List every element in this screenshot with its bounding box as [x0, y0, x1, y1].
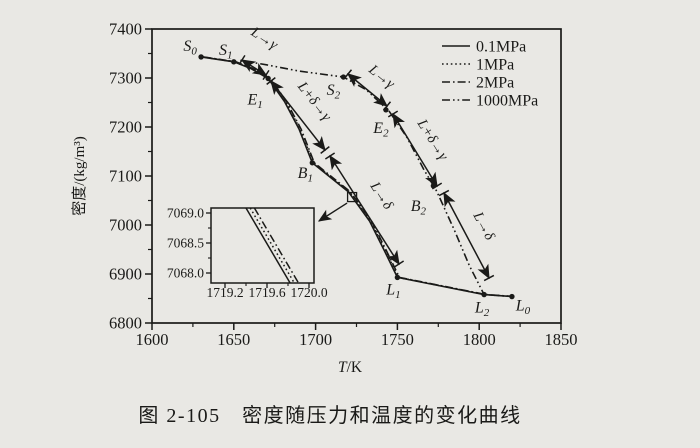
point-label-S0: S0 [183, 38, 197, 58]
transition-label: L→γ [365, 61, 399, 93]
inset-y-tick-label: 7068.0 [167, 266, 204, 281]
point-label-L0: L0 [515, 298, 531, 318]
y-tick-label: 7400 [109, 20, 142, 39]
x-tick-label: 1800 [463, 330, 496, 349]
data-point-L0 [509, 293, 515, 300]
legend-label: 1MPa [476, 57, 514, 74]
point-label-B1: B1 [298, 165, 313, 185]
y-tick-label: 7100 [109, 167, 142, 186]
data-point-S2 [340, 74, 347, 80]
point-label-E1: E1 [247, 91, 263, 111]
inset-curve-dashdot [253, 207, 300, 284]
figure-caption: 图 2-105 密度随压力和温度的变化曲线 [138, 405, 522, 427]
inset-y-tick-label: 7069.0 [167, 206, 204, 221]
inset-x-tick-label: 1720.0 [290, 285, 327, 300]
inset-x-tick-label: 1719.2 [206, 285, 243, 300]
inset-frame [210, 207, 315, 284]
legend-label: 2MPa [476, 75, 514, 92]
data-point-E1 [265, 75, 271, 82]
transition-arrow [392, 112, 438, 188]
data-point-S0 [198, 54, 204, 60]
data-point-B1 [309, 160, 316, 166]
transition-label: L→δ [366, 178, 396, 212]
x-tick-label: 1700 [299, 330, 332, 349]
y-tick-label: 6800 [109, 314, 142, 333]
inset-y-tick-label: 7068.5 [167, 236, 204, 251]
x-tick-label: 1850 [545, 330, 578, 349]
x-tick-label: 1750 [381, 330, 414, 349]
y-tick-label: 6900 [109, 265, 142, 284]
zoom-region-marker [346, 191, 358, 203]
data-point-B2 [430, 183, 437, 189]
transition-arrow [443, 191, 490, 280]
transition-arrow [329, 154, 400, 266]
data-point-S1 [231, 59, 237, 65]
chart-content: 1600 1650 1700 1750 1800 1850 7400 7300 7200 7100… [71, 20, 578, 377]
inset-pointer-arrow [317, 202, 348, 222]
legend-label: 0.1MPa [476, 39, 526, 56]
y-tick-label: 7200 [109, 118, 142, 137]
x-axis-title: T/K [338, 359, 363, 376]
transition-label: L→δ [469, 209, 497, 243]
inset-curve-solid [245, 207, 291, 284]
legend-label: 1000MPa [476, 93, 538, 110]
inset-curve-dotted [249, 207, 295, 284]
x-tick-label: 1600 [136, 330, 169, 349]
transition-arrow [270, 79, 326, 152]
point-label-L1: L1 [385, 281, 400, 301]
y-tick-label: 7000 [109, 216, 142, 235]
y-axis-title: 密度/(kg/m³) [71, 136, 88, 216]
transition-arrow [346, 73, 389, 107]
y-tick-label: 7300 [109, 69, 142, 88]
data-point-E2 [383, 107, 389, 113]
x-tick-label: 1650 [217, 330, 250, 349]
point-label-L2: L2 [474, 300, 490, 320]
point-label-B2: B2 [411, 198, 427, 218]
inset-x-tick-label: 1719.6 [248, 285, 285, 300]
point-label-S2: S2 [327, 82, 341, 102]
data-point-L2 [481, 291, 487, 298]
data-point-L1 [394, 274, 401, 281]
point-label-E2: E2 [372, 120, 389, 140]
point-label-S1: S1 [219, 42, 233, 62]
transition-arrow [240, 59, 268, 76]
